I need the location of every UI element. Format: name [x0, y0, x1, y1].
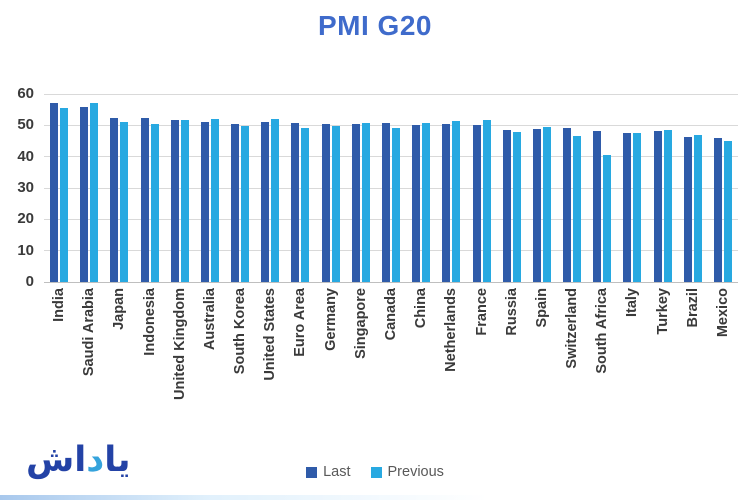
x-axis-category-label: Italy: [624, 288, 641, 318]
y-axis-tick-label: 60: [17, 85, 34, 102]
legend-label-previous: Previous: [387, 464, 444, 480]
bar-last: [623, 133, 632, 282]
bar-last: [261, 122, 270, 282]
yadash-logo: یاداش: [26, 438, 131, 484]
x-axis-category-label: Australia: [201, 288, 218, 351]
bar-previous: [482, 120, 491, 282]
legend-item-previous: Previous: [370, 464, 444, 480]
bar-last: [200, 121, 209, 282]
bar-previous: [90, 102, 99, 282]
bar-previous: [723, 140, 732, 282]
x-axis-category-label: France: [473, 288, 490, 336]
logo-text-part1: یا: [104, 440, 131, 480]
bar-last: [532, 129, 541, 282]
gridline: [44, 124, 738, 126]
bar-last: [80, 106, 89, 282]
x-axis-category-label: Saudi Arabia: [81, 288, 98, 377]
bar-previous: [301, 127, 310, 282]
bar-previous: [663, 130, 672, 282]
bar-last: [713, 137, 722, 282]
y-axis-tick-label: 20: [17, 210, 34, 228]
legend-label-last: Last: [323, 464, 351, 480]
logo-text-part3: اش: [26, 440, 87, 480]
x-axis-category-label: Euro Area: [292, 288, 309, 357]
bar-last: [593, 130, 602, 282]
x-axis-category-label: Japan: [111, 288, 128, 330]
x-axis-category-label: Russia: [503, 288, 520, 336]
bar-previous: [633, 132, 642, 282]
bar-previous: [573, 135, 582, 282]
legend-item-last: Last: [306, 464, 351, 480]
x-axis-category-label: Netherlands: [443, 288, 460, 372]
bar-last: [140, 117, 149, 282]
bar-previous: [331, 126, 340, 282]
bar-previous: [271, 119, 280, 282]
bottom-gradient-strip: [0, 495, 750, 500]
bar-last: [351, 123, 360, 282]
x-axis-category-label: Indonesia: [141, 288, 158, 356]
bar-last: [653, 131, 662, 282]
y-axis-tick-label: 0: [25, 273, 34, 290]
x-axis-category-label: Singapore: [352, 288, 369, 359]
bar-last: [170, 120, 179, 282]
bar-previous: [180, 120, 189, 282]
x-axis-category-label: Canada: [383, 288, 399, 341]
x-axis-category-label: Brazil: [684, 288, 701, 328]
bar-previous: [693, 134, 702, 282]
x-axis-category-label: India: [51, 288, 68, 322]
x-axis-category-label: China: [413, 288, 430, 329]
gridline: [44, 250, 738, 252]
x-axis-category-label: Turkey: [654, 288, 671, 335]
gridline: [44, 187, 738, 189]
bar-previous: [542, 126, 551, 282]
legend: Last Previous: [0, 464, 750, 480]
gridline: [44, 218, 738, 220]
x-axis-category-label: Mexico: [714, 288, 731, 338]
bar-last: [231, 124, 240, 282]
legend-swatch-previous-icon: [370, 466, 382, 478]
bar-previous: [241, 126, 250, 282]
bar-previous: [392, 128, 400, 282]
x-axis-category-label: Switzerland: [564, 288, 581, 369]
bar-previous: [150, 123, 159, 282]
bar-last: [472, 124, 481, 282]
bar-previous: [452, 121, 461, 282]
x-axis-category-label: Spain: [533, 288, 550, 328]
x-axis-category-label: South Korea: [232, 288, 249, 375]
bar-previous: [512, 132, 521, 282]
chart-title: PMI G20: [318, 10, 432, 41]
bar-last: [50, 102, 59, 282]
gridline: [44, 281, 738, 283]
x-axis-category-label: United States: [262, 288, 279, 381]
bar-previous: [361, 123, 370, 282]
bar-previous: [120, 122, 129, 282]
bar-previous: [603, 155, 612, 282]
y-axis-tick-label: 30: [17, 179, 34, 196]
bar-last: [412, 125, 421, 282]
y-axis-tick-label: 10: [17, 241, 34, 259]
bar-last: [382, 123, 390, 282]
y-axis-tick-label: 40: [17, 147, 34, 165]
bar-previous: [422, 122, 431, 282]
bar-last: [291, 123, 300, 282]
bar-last: [442, 123, 451, 282]
bar-previous: [60, 108, 69, 282]
gridline: [44, 93, 738, 95]
bar-last: [110, 118, 119, 282]
x-axis-category-label: United Kingdom: [171, 288, 188, 400]
logo-text-part2: د: [86, 440, 105, 480]
y-axis-tick-label: 50: [17, 116, 34, 134]
x-axis-category-label: South Africa: [594, 288, 611, 374]
bar-last: [683, 136, 692, 282]
bar-last: [502, 129, 511, 282]
x-axis-category-label: Germany: [322, 288, 339, 351]
legend-swatch-last-icon: [306, 466, 318, 478]
gridline: [44, 156, 738, 158]
bar-previous: [210, 119, 219, 282]
bar-last: [321, 124, 330, 282]
bar-last: [563, 128, 572, 282]
